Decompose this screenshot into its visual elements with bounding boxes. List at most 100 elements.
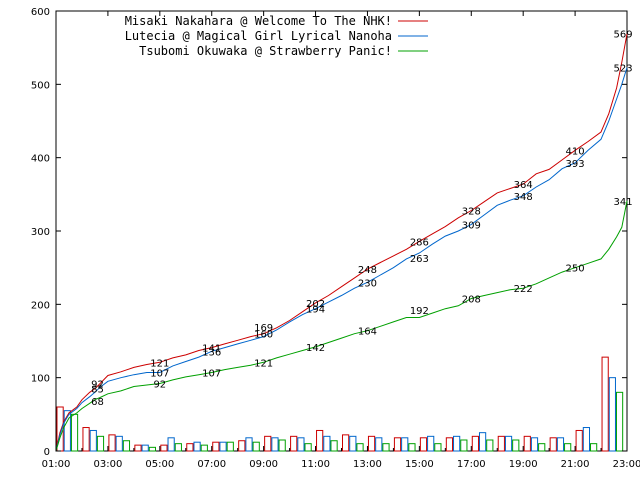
data-label: 410 xyxy=(566,146,585,157)
hour-bar xyxy=(167,437,175,452)
data-label: 309 xyxy=(462,220,481,231)
hour-bar xyxy=(564,443,572,452)
hour-bar xyxy=(434,443,442,452)
x-tick-label: 21:00 xyxy=(561,459,590,470)
hour-bar xyxy=(297,437,305,452)
hour-bar xyxy=(556,437,565,452)
hour-bar xyxy=(89,429,97,452)
data-label: 286 xyxy=(410,237,429,248)
data-label: 92 xyxy=(91,380,104,391)
hour-bar xyxy=(375,437,383,452)
x-tick-label: 17:00 xyxy=(457,459,486,470)
y-tick-label: 600 xyxy=(31,7,50,18)
x-axis: 01:00 03:00 05:00 07:00 09:00 11:00 13:00 15:00… xyxy=(42,11,640,470)
y-tick-label: 100 xyxy=(31,374,50,385)
hour-bar xyxy=(486,439,494,452)
hour-bar xyxy=(382,443,390,452)
data-label: 263 xyxy=(410,254,429,265)
data-label: 85 xyxy=(91,385,104,396)
hour-bar xyxy=(186,443,194,452)
data-label: 569 xyxy=(614,30,633,41)
hour-bar xyxy=(582,427,591,452)
hour-bar xyxy=(200,444,208,452)
data-label: 141 xyxy=(202,344,221,355)
series-lines xyxy=(55,33,628,452)
x-tick-label: 13:00 xyxy=(353,459,382,470)
hour-bar xyxy=(141,444,149,452)
y-tick-label: 500 xyxy=(31,80,50,91)
x-tick-label: 07:00 xyxy=(197,459,226,470)
hour-bar xyxy=(108,434,116,452)
data-labels: 569 410 364 328 286 248 202 169 141 121 92 523 393 34… xyxy=(91,30,632,408)
x-tick-label: 19:00 xyxy=(509,459,538,470)
data-label: 328 xyxy=(462,206,481,217)
hour-bar xyxy=(453,435,461,452)
hour-bar xyxy=(238,440,246,452)
series-line xyxy=(55,67,628,452)
hour-bar xyxy=(330,440,338,452)
hour-bar xyxy=(70,413,79,452)
x-tick-label: 11:00 xyxy=(301,459,330,470)
hour-bar xyxy=(316,429,324,452)
data-label: 250 xyxy=(566,264,585,275)
data-label: 208 xyxy=(462,294,481,305)
data-label: 230 xyxy=(358,278,377,289)
legend-label: Tsubomi Okuwaka @ Strawberry Panic! xyxy=(139,44,392,58)
data-label: 142 xyxy=(306,343,325,354)
data-label: 107 xyxy=(150,369,169,380)
hour-bar xyxy=(304,443,312,452)
legend-label: Misaki Nakahara @ Welcome To The NHK! xyxy=(125,14,392,28)
data-label: 107 xyxy=(202,369,221,380)
hour-bar xyxy=(252,441,260,452)
hour-bar xyxy=(148,446,156,452)
data-label: 248 xyxy=(358,265,377,276)
data-label: 348 xyxy=(514,192,533,203)
data-label: 160 xyxy=(254,330,273,341)
data-label: 68 xyxy=(91,397,104,408)
x-tick-label: 23:00 xyxy=(613,459,640,470)
data-label: 164 xyxy=(358,327,377,338)
hour-bar xyxy=(212,441,220,452)
hour-bar xyxy=(160,444,168,452)
hour-bar xyxy=(349,435,357,452)
y-tick-label: 0 xyxy=(44,447,50,458)
data-label: 393 xyxy=(566,159,585,170)
hour-bar xyxy=(367,435,376,452)
hour-bar xyxy=(575,429,583,452)
x-tick-label: 05:00 xyxy=(145,459,174,470)
hour-bar xyxy=(82,427,90,452)
x-tick-label: 09:00 xyxy=(249,459,278,470)
data-label: 202 xyxy=(306,299,325,310)
hour-bar xyxy=(290,435,298,452)
hour-bar xyxy=(271,437,279,452)
hour-bar xyxy=(63,410,71,452)
legend: Misaki Nakahara @ Welcome To The NHK!Lut… xyxy=(125,14,428,58)
hour-bar xyxy=(134,444,142,452)
hour-bar xyxy=(174,443,182,452)
data-label: 364 xyxy=(514,180,533,191)
hour-bar xyxy=(523,435,531,452)
hour-bar xyxy=(530,437,539,452)
hour-bar xyxy=(226,441,234,452)
hour-bar xyxy=(408,443,416,452)
hour-bar xyxy=(323,435,331,452)
hour-bar xyxy=(278,439,286,452)
hour-bar xyxy=(445,437,454,452)
hour-bar xyxy=(460,439,468,452)
data-label: 121 xyxy=(150,358,169,369)
hour-bar xyxy=(356,443,364,452)
data-label: 341 xyxy=(614,197,633,208)
legend-label: Lutecia @ Magical Girl Lyrical Nanoha xyxy=(125,29,392,43)
data-label: 523 xyxy=(614,63,633,74)
hour-bar xyxy=(608,377,616,452)
data-label: 121 xyxy=(254,358,273,369)
y-axis: 0 100 200 300 400 500 600 xyxy=(31,7,627,458)
hour-bar xyxy=(115,435,123,452)
hour-bar xyxy=(478,432,487,452)
hour-bar xyxy=(471,435,479,452)
series-line xyxy=(55,33,628,452)
x-tick-label: 03:00 xyxy=(93,459,122,470)
x-tick-label: 15:00 xyxy=(405,459,434,470)
data-label: 169 xyxy=(254,323,273,334)
